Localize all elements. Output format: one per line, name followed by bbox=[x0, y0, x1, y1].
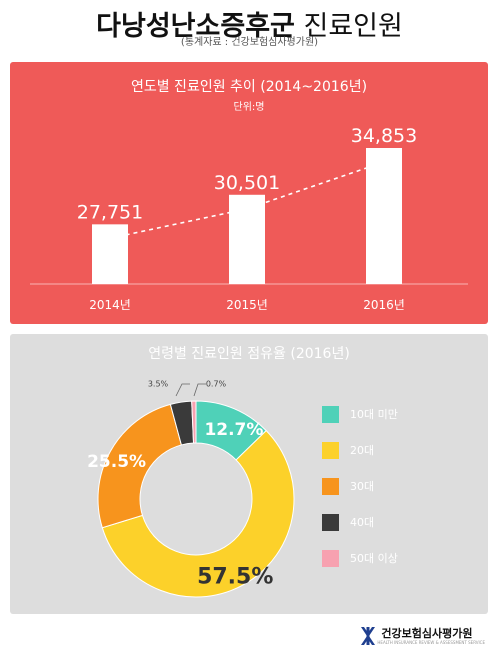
donut-value-label: 25.5% bbox=[87, 452, 146, 472]
bar-category-label: 2014년 bbox=[89, 298, 131, 312]
donut-slice-4 bbox=[191, 400, 197, 444]
hira-logo-icon bbox=[361, 627, 376, 645]
yearly-chart-panel: 연도별 진료인원 추이 (2014~2016년) 단위:명 27,751 2014년 3… bbox=[10, 62, 488, 324]
legend-swatch-4 bbox=[322, 550, 339, 567]
bar-2014년 bbox=[92, 224, 128, 284]
logo-subtitle: HEALTH INSURANCE REVIEW & ASSESSMENT SER… bbox=[377, 639, 485, 645]
legend-label: 20대 bbox=[350, 444, 374, 457]
bar-chart-unit: 단위:명 bbox=[234, 100, 265, 113]
donut-value-label: 12.7% bbox=[204, 420, 263, 440]
hira-logo: 건강보험심사평가원 HEALTH INSURANCE REVIEW & ASSE… bbox=[359, 625, 485, 647]
legend-label: 10대 미만 bbox=[350, 408, 398, 421]
source-note: (통계자료 : 건강보험심사평가원) bbox=[180, 37, 319, 48]
title-bold: 다낭성난소증후군 bbox=[96, 11, 295, 42]
title-light: 진료인원 bbox=[294, 11, 403, 42]
donut-value-label: 0.7% bbox=[206, 380, 227, 389]
yearly-bar-chart: 연도별 진료인원 추이 (2014~2016년) 단위:명 27,751 2014년 3… bbox=[30, 79, 468, 312]
bar-chart-title: 연도별 진료인원 추이 (2014~2016년) bbox=[131, 79, 367, 95]
bar-category-label: 2015년 bbox=[226, 298, 268, 312]
donut-slice-2 bbox=[97, 403, 182, 529]
donut-value-label: 57.5% bbox=[197, 564, 273, 589]
legend-swatch-0 bbox=[322, 406, 339, 423]
bar-2015년 bbox=[229, 194, 265, 284]
donut-slice-1 bbox=[101, 429, 295, 598]
legend-swatch-2 bbox=[322, 478, 339, 495]
donut-value-label: 3.5% bbox=[148, 380, 169, 389]
leader-line-50 bbox=[193, 383, 206, 397]
legend-label: 30대 bbox=[350, 480, 374, 493]
legend-label: 50대 이상 bbox=[350, 552, 398, 565]
bar-value-label: 30,501 bbox=[214, 172, 280, 194]
age-chart-panel: 연령별 진료인원 점유율 (2016년) 12.7% 57.5% 25.5% 3.5% 0… bbox=[10, 334, 488, 614]
page-title: 다낭성난소증후군 진료인원 bbox=[0, 4, 499, 43]
legend-label: 40대 bbox=[350, 516, 374, 529]
legend-swatch-1 bbox=[322, 442, 339, 459]
age-donut-chart: 연령별 진료인원 점유율 (2016년) 12.7% 57.5% 25.5% 3.5% 0… bbox=[87, 346, 398, 598]
bar-category-label: 2016년 bbox=[363, 298, 405, 312]
bar-value-label: 27,751 bbox=[77, 201, 143, 223]
leader-line-40 bbox=[175, 383, 190, 397]
bar-value-label: 34,853 bbox=[351, 125, 417, 147]
logo-name: 건강보험심사평가원 bbox=[381, 626, 473, 640]
donut-chart-title: 연령별 진료인원 점유율 (2016년) bbox=[148, 346, 350, 362]
legend-swatch-3 bbox=[322, 514, 339, 531]
bar-2016년 bbox=[366, 148, 402, 284]
